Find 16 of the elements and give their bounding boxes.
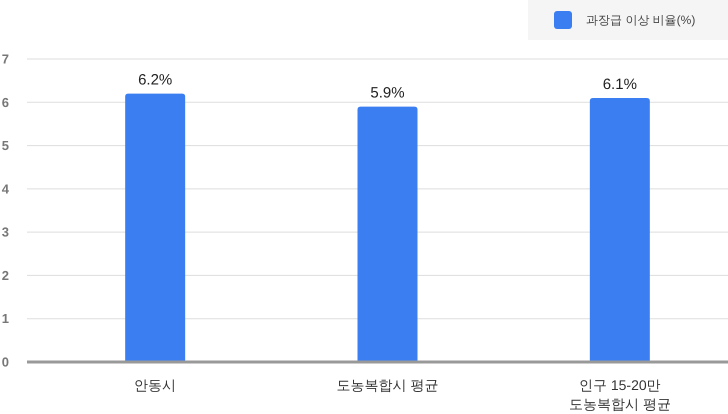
y-tick-label: 3 bbox=[2, 224, 9, 240]
x-tick-label: 인구 15-20만 도농복합시 평균 bbox=[568, 377, 671, 412]
legend: 과장급 이상 비율(%) bbox=[528, 0, 728, 40]
y-tick-label: 7 bbox=[2, 52, 9, 66]
x-tick-label: 안동시 bbox=[134, 377, 176, 393]
x-tick-label: 도농복합시 평균 bbox=[336, 377, 438, 393]
data-label: 6.2% bbox=[138, 72, 172, 89]
y-tick-label: 0 bbox=[2, 354, 9, 370]
y-tick-label: 5 bbox=[2, 138, 9, 154]
y-tick-label: 6 bbox=[2, 94, 9, 110]
y-tick-label: 1 bbox=[2, 311, 9, 326]
y-tick-label: 4 bbox=[2, 181, 10, 196]
y-tick-label: 2 bbox=[2, 268, 9, 283]
legend-label: 과장급 이상 비율(%) bbox=[586, 13, 696, 27]
data-label: 6.1% bbox=[602, 76, 637, 93]
data-label: 5.9% bbox=[370, 84, 405, 102]
